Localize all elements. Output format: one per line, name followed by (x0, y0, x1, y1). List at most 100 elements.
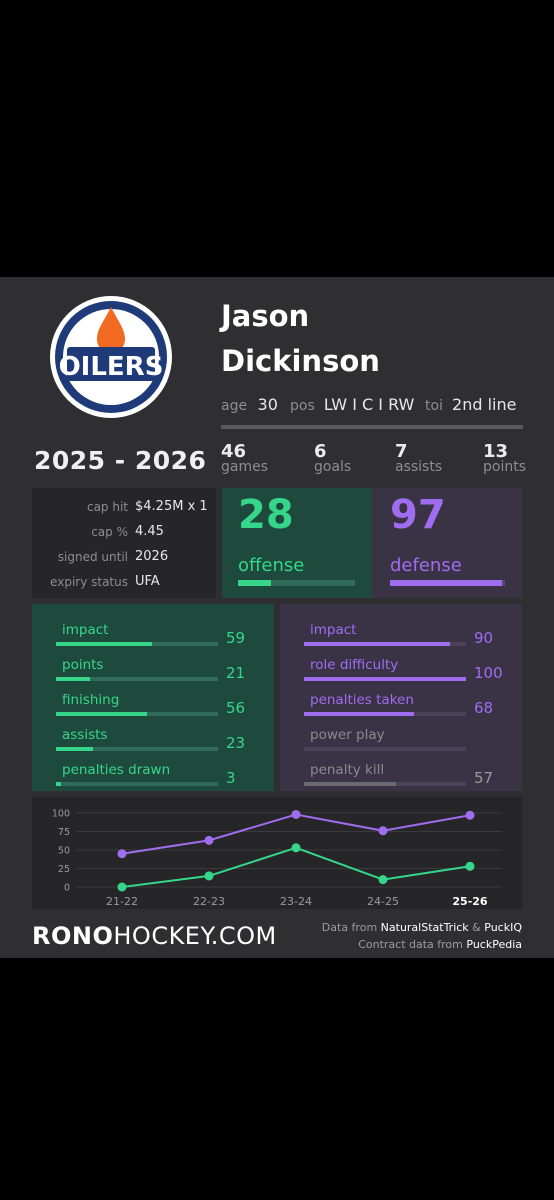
player-card: OILERS Jason Dickinson age 30 pos LW I C… (0, 277, 554, 958)
toi-value: 2nd line (452, 395, 517, 414)
y-tick-label: 75 (58, 827, 70, 838)
metric-value: 68 (474, 699, 494, 717)
metric-label: penalties taken (310, 692, 414, 708)
metric-label: impact (310, 622, 357, 638)
info-divider (221, 425, 523, 429)
contract-value: 2026 (135, 549, 169, 564)
contract-label: cap % (91, 525, 128, 539)
metric-bar (304, 712, 466, 716)
stat-assists: 7 assists (395, 441, 442, 475)
series-point-0 (117, 849, 127, 859)
contract-label: cap hit (86, 500, 128, 514)
series-point-0 (204, 835, 214, 845)
brand-logo: RONOHOCKEY.COM (32, 922, 277, 950)
series-point-0 (378, 826, 388, 836)
toi-label: toi (425, 398, 443, 414)
defense-metrics-panel: impact 90 role difficulty 100 penalties take… (280, 604, 522, 791)
trend-chart: 100 75 50 25 0 21-22 22-23 23-24 24-25 25-26 (52, 809, 502, 908)
stat-label: goals (314, 459, 352, 475)
offense-bar (238, 580, 355, 586)
offense-panel: 28 offense (222, 488, 372, 598)
y-tick-label: 100 (52, 809, 70, 820)
metric-bar (56, 677, 218, 681)
metric-bar-fill (304, 642, 450, 646)
offense-bar-fill (238, 580, 271, 586)
stat-value: 46 (221, 441, 247, 462)
metric-bar (304, 782, 466, 786)
y-tick-label: 50 (58, 846, 70, 857)
stat-label: points (483, 459, 526, 475)
metric-bar-fill (56, 642, 152, 646)
contract-value: UFA (135, 574, 160, 589)
metric-bar (304, 642, 466, 646)
metric-value: 21 (226, 664, 246, 682)
player-last-name: Dickinson (221, 344, 380, 378)
stat-value: 13 (483, 441, 509, 462)
metric-label: power play (310, 727, 385, 743)
contract-value: $4.25M x 1 (135, 499, 208, 514)
x-tick-label: 23-24 (280, 895, 312, 908)
metric-bar-fill (56, 782, 61, 786)
credit-source-puckpedia: PuckPedia (466, 938, 522, 951)
credit-source-puckiq: PuckIQ (484, 921, 522, 934)
metric-value: 100 (474, 664, 503, 682)
metric-bar (304, 747, 466, 751)
brand-rest: HOCKEY.COM (113, 922, 277, 950)
stat-points: 13 points (483, 441, 526, 475)
defense-score: 97 (390, 492, 446, 538)
metric-bar (56, 642, 218, 646)
offense-metrics-panel: impact 59 points 21 finishing 56 assists 23 pena… (32, 604, 274, 791)
series-line-1 (121, 846, 471, 888)
toi-row: toi 2nd line (425, 395, 516, 414)
metric-label: penalties drawn (62, 762, 171, 778)
contract-panel: cap hit $4.25M x 1 cap % 4.45 signed unt… (32, 488, 216, 598)
x-tick-label: 22-23 (193, 895, 225, 908)
metric-bar (56, 712, 218, 716)
stat-games: 46 games (221, 441, 268, 475)
logo-text: OILERS (59, 352, 164, 382)
contract-value: 4.45 (135, 524, 164, 539)
defense-bar (390, 580, 505, 586)
offense-score: 28 (238, 492, 294, 538)
defense-panel: 97 defense (372, 488, 522, 598)
series-point-1 (117, 882, 127, 892)
stat-label: games (221, 459, 269, 475)
series-point-1 (204, 871, 214, 881)
x-tick-label: 21-22 (106, 895, 138, 908)
stat-value: 6 (314, 441, 327, 462)
oilers-logo: OILERS (50, 296, 172, 418)
info-row: age 30 (221, 395, 278, 414)
series-point-1 (291, 843, 301, 853)
defense-bar-fill (390, 580, 502, 586)
metric-value: 56 (226, 699, 246, 717)
metric-value: 57 (474, 769, 494, 787)
x-tick-label: 24-25 (367, 895, 399, 908)
contract-label: signed until (57, 550, 128, 564)
age-label: age (221, 398, 248, 414)
metric-label: assists (62, 727, 108, 743)
metric-value: 90 (474, 629, 494, 647)
stat-value: 7 (395, 441, 408, 462)
stat-label: assists (395, 459, 443, 475)
player-first-name: Jason (221, 299, 310, 333)
metric-bar (56, 747, 218, 751)
y-tick-label: 25 (58, 864, 70, 875)
metric-bar (304, 677, 466, 681)
pos-value: LW I C I RW (323, 395, 415, 414)
age-value: 30 (257, 395, 278, 414)
credit-line-1: Data from NaturalStatTrick & PuckIQ (321, 921, 522, 934)
metric-bar-fill (56, 712, 147, 716)
pos-row: pos LW I C I RW (290, 395, 414, 414)
metric-bar-fill (304, 782, 397, 786)
series-point-0 (291, 809, 301, 819)
metric-label: finishing (62, 692, 120, 708)
metric-label: points (62, 657, 104, 673)
stat-goals: 6 goals (314, 441, 351, 475)
metric-label: impact (62, 622, 109, 638)
metric-bar-fill (304, 712, 415, 716)
metric-bar (56, 782, 218, 786)
brand-bold: RONO (32, 922, 114, 950)
pos-label: pos (290, 398, 315, 414)
metric-bar-fill (56, 747, 94, 751)
metric-value: 23 (226, 734, 246, 752)
